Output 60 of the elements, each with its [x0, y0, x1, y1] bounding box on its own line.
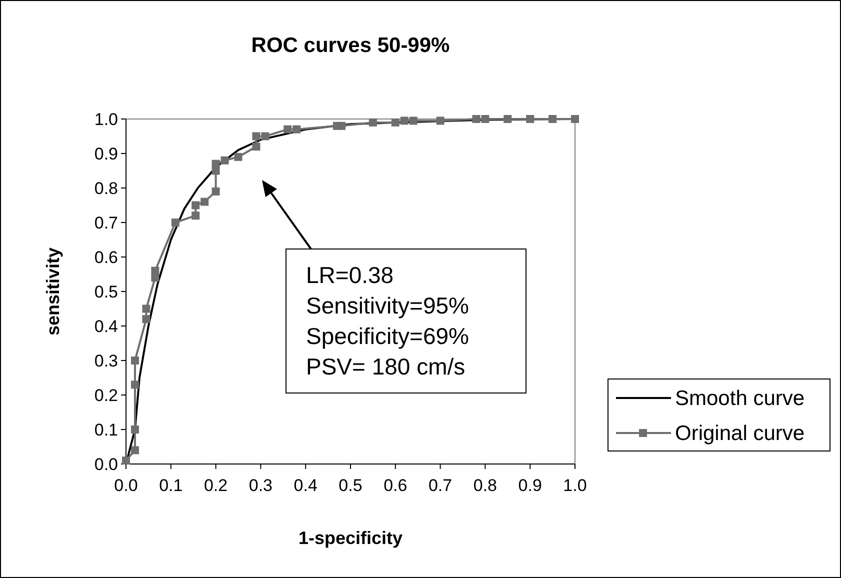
point	[292, 125, 301, 134]
x-tick-label: 0.8	[473, 476, 498, 495]
y-axis-title: sensitivity	[43, 247, 63, 336]
point	[234, 152, 242, 161]
point	[142, 315, 150, 324]
x-tick-label: 1.0	[563, 476, 587, 495]
point	[130, 446, 139, 454]
point	[252, 142, 260, 151]
point	[171, 218, 180, 226]
point	[548, 115, 557, 123]
point	[212, 187, 220, 196]
point	[200, 198, 209, 206]
y-tick-label: 0.2	[94, 386, 118, 405]
x-tick-label: 0.2	[204, 476, 228, 495]
point	[472, 115, 480, 123]
point	[192, 201, 200, 210]
point	[481, 115, 490, 123]
x-tick-label: 0.3	[248, 476, 273, 495]
x-tick-label: 0.6	[384, 476, 408, 495]
point	[284, 125, 292, 134]
point	[526, 115, 534, 123]
x-tick-label: 0.0	[114, 476, 138, 495]
x-tick-label: 0.4	[294, 476, 318, 495]
point	[368, 118, 377, 126]
point	[130, 426, 139, 434]
x-tick-label: 0.7	[428, 476, 452, 495]
chart-title: ROC curves 50-99%	[251, 34, 450, 57]
y-tick-label: 0.1	[94, 420, 118, 440]
point	[504, 115, 512, 123]
point	[252, 132, 260, 140]
point	[261, 132, 270, 140]
point	[130, 380, 139, 389]
point	[212, 160, 220, 168]
point	[220, 156, 229, 164]
y-tick-label: 1.0	[94, 110, 118, 129]
legend-label: Smooth curve	[675, 387, 805, 410]
point	[151, 266, 160, 275]
y-tick-label: 0.5	[94, 282, 118, 302]
x-tick-label: 0.5	[338, 476, 362, 495]
annotation: LR=0.38 Sensitivity=95% Specificity=69% PSV= 180 cm/s	[306, 262, 469, 380]
y-tick-label: 0.7	[94, 214, 118, 232]
point	[130, 356, 139, 364]
point	[571, 115, 579, 123]
y-tick-label: 0.0	[94, 455, 118, 474]
point	[409, 116, 418, 125]
y-tick-label: 0.8	[94, 179, 118, 198]
y-tick-label: 0.9	[94, 144, 118, 164]
point	[391, 118, 400, 126]
y-tick-label: 0.4	[94, 317, 118, 336]
point	[338, 122, 346, 130]
point	[142, 304, 150, 313]
x-tick-label: 0.1	[159, 476, 183, 495]
x-tick-label: 0.9	[518, 476, 542, 495]
y-tick-label: 0.3	[94, 352, 118, 370]
point	[436, 116, 444, 125]
x-axis-title: 1-specificity	[298, 528, 403, 548]
legend-label: Original curve	[675, 422, 805, 445]
point	[400, 116, 408, 125]
y-tick-label: 0.6	[94, 248, 118, 267]
point	[192, 212, 200, 220]
